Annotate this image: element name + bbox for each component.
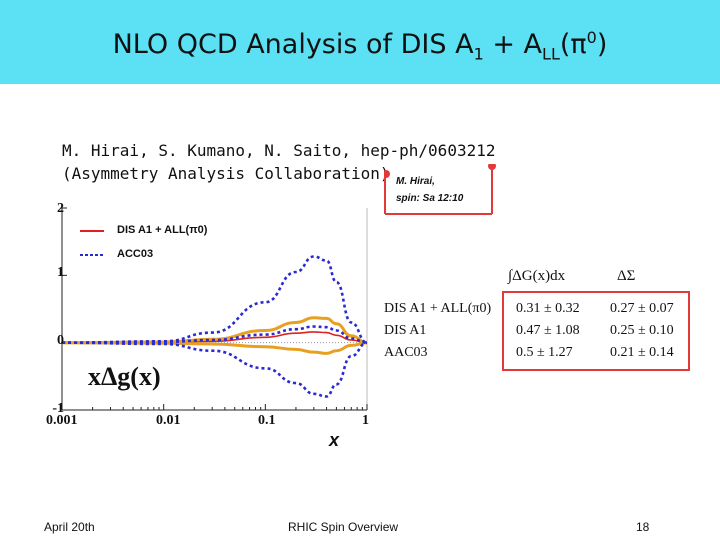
- legend-label-acc: ACC03: [117, 248, 153, 260]
- title-close: ): [596, 29, 608, 60]
- footer-page-number: 18: [636, 520, 650, 534]
- table-row-dsigma: 0.25 ± 0.10: [610, 323, 674, 338]
- table-header-dg: ∫ΔG(x)dx: [508, 268, 566, 284]
- x-axis-label: x: [329, 430, 340, 450]
- legend-label-dis: DIS A1 + ALL(π0): [117, 224, 207, 236]
- title-sup: 0: [586, 28, 597, 47]
- results-highlight-box: [502, 291, 690, 371]
- curve-label: xΔg(x): [88, 362, 161, 391]
- table-row-dsigma: 0.21 ± 0.14: [610, 345, 674, 360]
- note-line1: M. Hirai,: [396, 176, 435, 187]
- table-row-dg: 0.31 ± 0.32: [516, 301, 580, 316]
- title-pi: (π: [559, 29, 587, 60]
- note-line2: spin: Sa 12:10: [396, 193, 464, 204]
- title-main: NLO QCD Analysis of DIS A: [112, 29, 474, 60]
- series-line-5: [61, 341, 368, 398]
- table-row-label: AAC03: [384, 345, 428, 360]
- table-row-dg: 0.5 ± 1.27: [516, 345, 573, 360]
- table-row-label: DIS A1 + ALL(π0): [384, 301, 492, 316]
- note-pin-right: [488, 164, 496, 170]
- xtick-1: 1: [362, 413, 369, 428]
- footer-date: April 20th: [44, 520, 95, 534]
- title-mid: + A: [483, 29, 543, 60]
- series-line-4: [61, 255, 368, 344]
- ytick-1: 1: [57, 265, 64, 280]
- ytick-neg1: -1: [52, 401, 64, 416]
- legend-acc-text: ACC03: [117, 248, 154, 260]
- note-pin-left: [384, 170, 390, 178]
- series-line-3: [61, 325, 368, 344]
- title-sub: 1: [473, 44, 484, 64]
- xtick-01: 0.1: [258, 413, 276, 428]
- series-line-2: [61, 341, 368, 355]
- ytick-2: 2: [57, 201, 64, 216]
- table-row-dsigma: 0.27 ± 0.07: [610, 301, 674, 316]
- slide-title: NLO QCD Analysis of DIS A1 + ALL(π0): [0, 28, 720, 63]
- table-header-dsigma: ΔΣ: [617, 268, 636, 284]
- collaboration-line: (Asymmetry Analysis Collaboration): [62, 164, 390, 183]
- note-box: [384, 164, 496, 215]
- ytick-0: 0: [57, 333, 64, 348]
- xtick-0001: 0.001: [46, 413, 78, 428]
- footer-title: RHIC Spin Overview: [288, 520, 399, 534]
- title-sub2: LL: [542, 44, 560, 64]
- xtick-001: 0.01: [156, 413, 181, 428]
- series-line-1: [61, 316, 368, 345]
- table-row-label: DIS A1: [384, 323, 427, 338]
- legend-dis-text: DIS A1 + ALL(π0): [117, 224, 208, 236]
- authors-line: M. Hirai, S. Kumano, N. Saito, hep-ph/06…: [62, 141, 496, 160]
- title-bar: [0, 0, 720, 84]
- table-row-dg: 0.47 ± 1.08: [516, 323, 580, 338]
